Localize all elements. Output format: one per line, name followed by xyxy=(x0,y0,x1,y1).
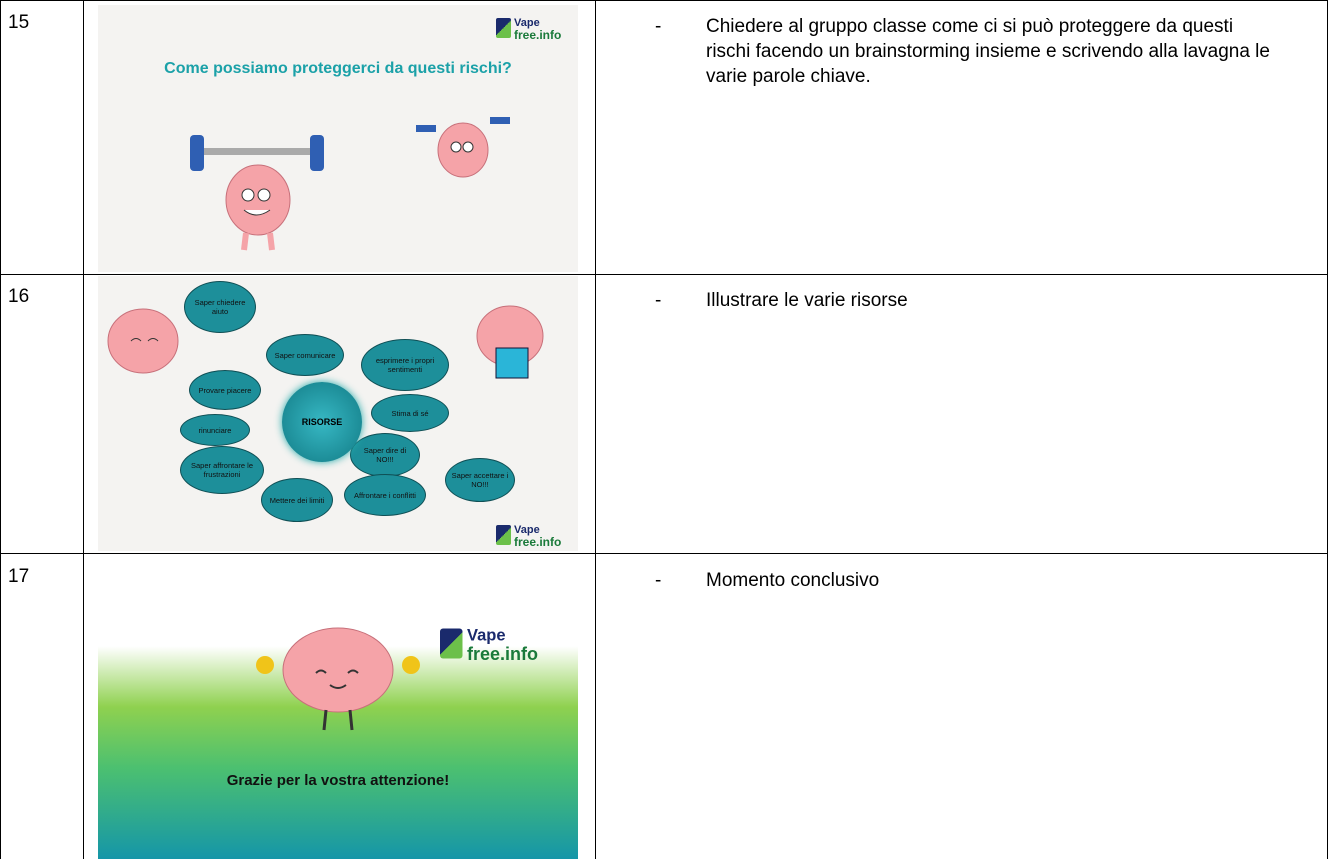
border xyxy=(0,274,1328,275)
row-number: 15 xyxy=(8,12,30,33)
illustration xyxy=(256,627,420,731)
border xyxy=(83,0,84,859)
bubble: Mettere dei limiti xyxy=(261,478,333,522)
logo-text: Vape xyxy=(467,627,506,645)
bubble: Saper chiedere aiuto xyxy=(184,281,256,333)
bullet: - xyxy=(655,16,662,37)
bubble: Provare piacere xyxy=(189,370,261,410)
border xyxy=(0,553,1328,554)
illustration xyxy=(190,117,510,251)
bullet: - xyxy=(655,570,662,591)
bubble: Affrontare i conflitti xyxy=(344,474,426,516)
note: Illustrare le varie risorse xyxy=(706,290,908,311)
logo-text: Vape xyxy=(514,524,540,536)
bubble: Saper affrontare le frustrazioni xyxy=(180,446,264,494)
slide: Vape free.info Grazie per la vostra atten… xyxy=(98,555,578,859)
border xyxy=(595,0,596,859)
slide: Vape free.info Come possiamo proteggerci … xyxy=(98,5,578,272)
logo-text: free.info xyxy=(514,535,562,549)
border xyxy=(0,0,1328,1)
illustration xyxy=(107,305,544,379)
bullet: - xyxy=(655,290,662,311)
center-node: RISORSE xyxy=(282,382,362,462)
bubble: Saper comunicare xyxy=(266,334,344,376)
logo: Vape free.info xyxy=(496,17,561,41)
row-number: 17 xyxy=(8,566,30,587)
bubble: esprimere i propri sentimenti xyxy=(361,339,449,391)
logo-text: free.info xyxy=(514,28,562,42)
bubble: Saper accettare i NO!!! xyxy=(445,458,515,502)
row-number: 16 xyxy=(8,286,30,307)
bubble: rinunciare xyxy=(180,414,250,446)
logo: Vape free.info xyxy=(496,524,561,548)
note: Chiedere al gruppo classe come ci si può… xyxy=(706,16,1270,87)
bubble: Stima di sé xyxy=(371,394,449,432)
logo: Vape free.info xyxy=(440,627,538,663)
logo-text: Vape xyxy=(514,17,540,29)
slide: Saper chiedere aiuto Saper comunicare espr… xyxy=(98,276,578,551)
note: Momento conclusivo xyxy=(706,570,880,591)
bubble: Saper dire di NO!!! xyxy=(350,433,420,477)
border xyxy=(0,0,1,859)
slide-title: Come possiamo proteggerci da questi risc… xyxy=(164,60,512,77)
logo-text: free.info xyxy=(467,643,539,665)
slide-title: Grazie per la vostra attenzione! xyxy=(226,772,450,789)
